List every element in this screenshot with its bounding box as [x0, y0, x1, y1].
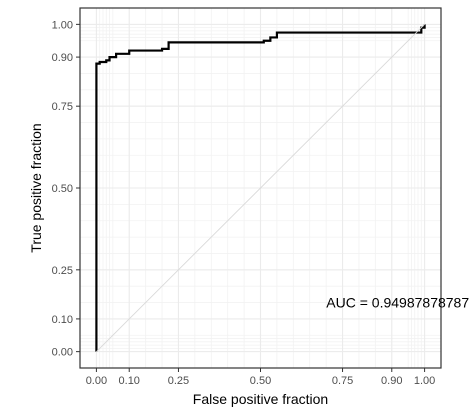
annotation-layer: AUC = 0.949878787878 [326, 295, 469, 311]
y-tick-label-0: 0.00 [52, 347, 73, 359]
axes: 0.00 0.10 0.25 0.50 0.75 0.90 1.00 0.00 0.10 0.25… [28, 19, 435, 407]
series-layer [95, 24, 426, 352]
y-tick-label-2: 0.25 [52, 265, 73, 277]
y-tick-label-5: 0.90 [52, 52, 73, 64]
y-tick-label-3: 0.50 [52, 183, 73, 195]
y-tick-label-4: 0.75 [52, 101, 73, 113]
y-tick-label-1: 0.10 [52, 314, 73, 326]
x-tick-label-6: 1.00 [414, 375, 435, 387]
y-axis-title: True positive fraction [28, 123, 44, 252]
y-tick-label-6: 1.00 [52, 19, 73, 31]
x-tick-label-3: 0.50 [250, 375, 271, 387]
x-tick-label-5: 0.90 [381, 375, 402, 387]
x-tick-label-0: 0.00 [86, 375, 107, 387]
x-axis-title: False positive fraction [193, 391, 328, 407]
x-tick-label-4: 0.75 [332, 375, 353, 387]
reference-diagonal-line [96, 24, 425, 352]
x-tick-label-1: 0.10 [119, 375, 140, 387]
auc-annotation: AUC = 0.949878787878 [326, 295, 469, 311]
x-tick-label-2: 0.25 [168, 375, 189, 387]
roc-curve-line [95, 24, 426, 352]
